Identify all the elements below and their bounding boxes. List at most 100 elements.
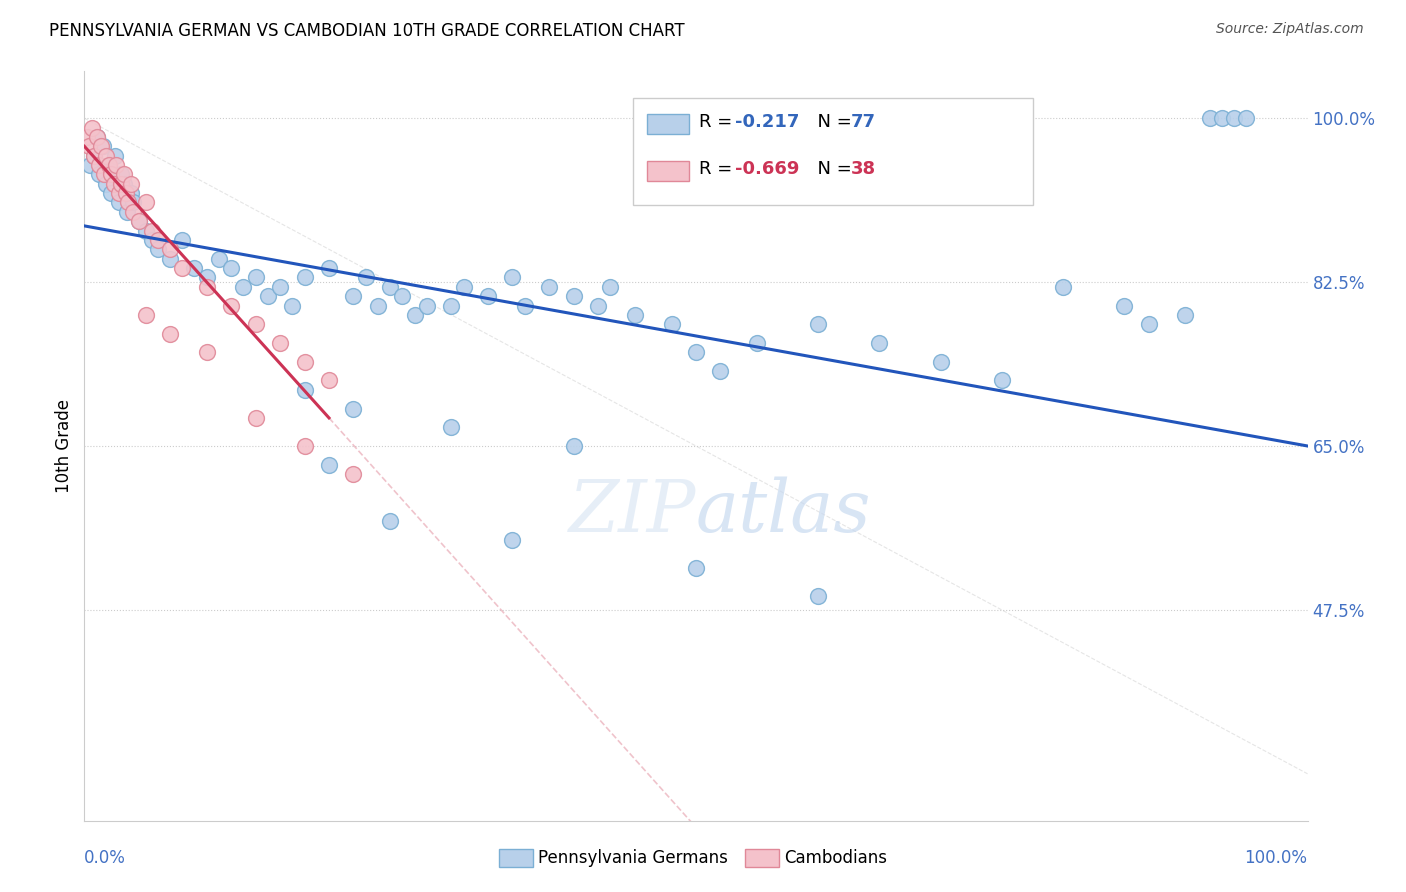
Point [159,252,181,266]
Point [122,195,145,210]
Point [219,298,242,313]
Point [112,177,135,191]
Point [404,308,426,322]
Point [159,326,181,341]
Point [195,270,218,285]
Point [354,270,377,285]
Text: 0.0%: 0.0% [84,849,127,867]
Point [747,335,769,350]
Point [172,261,194,276]
Point [146,233,169,247]
Point [115,205,138,219]
Point [83,148,105,162]
Point [318,261,340,276]
Point [107,195,129,210]
Point [453,280,475,294]
Point [86,130,108,145]
Text: Source: ZipAtlas.com: Source: ZipAtlas.com [1216,22,1364,37]
Point [195,280,218,294]
Text: Cambodians: Cambodians [785,849,887,867]
Point [1198,112,1220,126]
Point [91,139,114,153]
Text: -0.669: -0.669 [735,161,800,178]
Point [1236,112,1258,126]
Point [87,168,110,182]
Point [869,335,891,350]
Text: N =: N = [806,113,858,131]
Text: 77: 77 [851,113,876,131]
Point [562,439,585,453]
Point [219,261,242,276]
Point [141,233,163,247]
Point [416,298,439,313]
Point [135,195,157,210]
Point [97,158,120,172]
Point [86,130,108,145]
Point [112,168,135,182]
Point [294,270,316,285]
Text: atlas: atlas [696,476,872,547]
Point [807,317,830,331]
Point [562,289,585,303]
Point [513,298,536,313]
Point [685,345,707,359]
Point [709,364,731,378]
Point [159,243,181,257]
Point [599,280,621,294]
Point [342,289,364,303]
Point [1137,317,1160,331]
Point [440,420,463,434]
Point [120,177,142,191]
Point [103,177,125,191]
Point [100,186,122,200]
Point [269,335,291,350]
Y-axis label: 10th Grade: 10th Grade [55,399,73,493]
Point [208,252,231,266]
Point [110,177,132,191]
Point [929,355,952,369]
Point [80,120,103,135]
Point [318,458,340,472]
Point [342,467,364,482]
Point [1174,308,1197,322]
Point [367,298,389,313]
Point [96,177,118,191]
Point [96,148,118,162]
Point [141,224,163,238]
Point [120,186,142,200]
Point [391,289,413,303]
Point [502,270,524,285]
Text: R =: R = [699,161,738,178]
Point [586,298,609,313]
Point [991,374,1014,388]
Point [1211,112,1233,126]
Point [257,289,280,303]
Point [342,401,364,416]
Text: PENNSYLVANIA GERMAN VS CAMBODIAN 10TH GRADE CORRELATION CHART: PENNSYLVANIA GERMAN VS CAMBODIAN 10TH GR… [49,22,685,40]
Point [807,589,830,603]
Point [538,280,561,294]
Point [128,214,150,228]
Text: ZIP: ZIP [568,476,696,547]
Point [122,205,145,219]
Point [294,355,316,369]
Point [685,561,707,575]
Point [1114,298,1136,313]
Point [115,186,138,200]
Point [245,317,267,331]
Point [146,243,169,257]
Point [380,514,402,528]
Point [502,533,524,547]
Point [107,186,129,200]
Point [83,148,105,162]
Point [100,168,122,182]
Point [172,233,194,247]
Point [1223,112,1246,126]
Point [661,317,683,331]
Point [245,411,267,425]
Point [110,168,132,182]
Point [79,158,101,172]
Point [232,280,254,294]
Point [477,289,499,303]
Text: -0.217: -0.217 [735,113,800,131]
